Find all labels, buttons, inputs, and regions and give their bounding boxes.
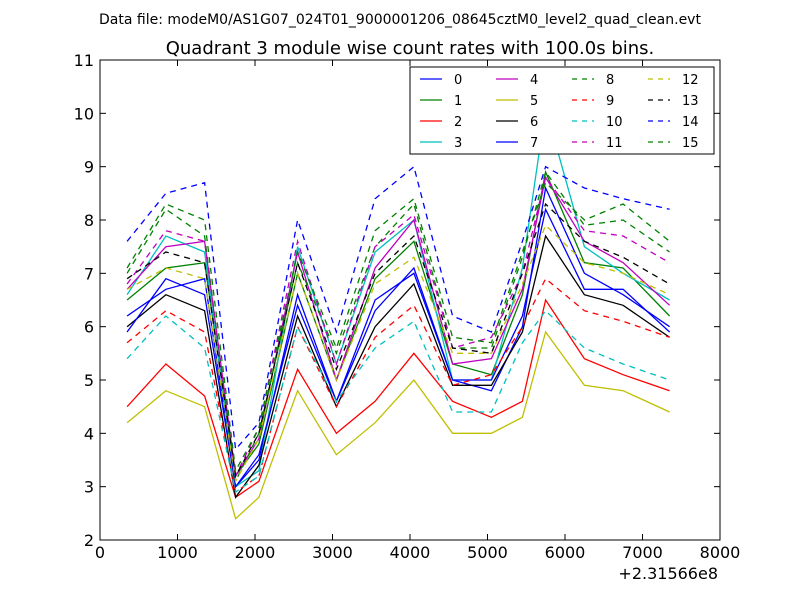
y-tick-label: 11 xyxy=(74,51,94,70)
x-tick-label: 4000 xyxy=(390,543,431,562)
legend-label-2: 2 xyxy=(454,115,462,130)
series-line-2 xyxy=(126,298,670,499)
chart-title: Quadrant 3 module wise count rates with … xyxy=(166,38,655,59)
legend-label-13: 13 xyxy=(682,94,699,109)
x-tick-label: 2000 xyxy=(235,543,276,562)
y-tick-label: 6 xyxy=(84,318,94,337)
y-tick-label: 4 xyxy=(84,424,94,443)
x-tick-label: 7000 xyxy=(622,543,663,562)
legend-label-4: 4 xyxy=(530,73,538,88)
x-tick-label: 6000 xyxy=(545,543,586,562)
y-tick-label: 8 xyxy=(84,211,94,230)
x-tick-label: 3000 xyxy=(312,543,353,562)
series-line-4 xyxy=(126,175,671,478)
y-tick-label: 3 xyxy=(84,478,94,497)
series-line-12 xyxy=(126,224,670,484)
legend-label-12: 12 xyxy=(682,73,699,88)
series-line-3 xyxy=(126,107,670,488)
axis-ticks: 0 1000 2000 3000 4000 5000 6000 7000 8000 2 3 4 5 6 7 8… xyxy=(74,51,741,562)
legend-label-3: 3 xyxy=(454,136,462,151)
series-line-6 xyxy=(126,234,670,499)
legend-label-8: 8 xyxy=(606,73,614,88)
plot-lines xyxy=(126,107,671,520)
x-offset-label: +2.31566e8 xyxy=(618,564,718,583)
legend-label-14: 14 xyxy=(682,115,699,130)
series-line-13 xyxy=(126,202,670,479)
series-line-10 xyxy=(126,309,670,494)
series-line-5 xyxy=(126,330,670,520)
figure-suptitle: Data file: modeM0/AS1G07_024T01_90000012… xyxy=(99,12,701,28)
legend-label-9: 9 xyxy=(606,94,614,109)
legend-label-6: 6 xyxy=(530,115,538,130)
x-tick-label: 8000 xyxy=(700,543,741,562)
x-tick-label: 0 xyxy=(95,543,105,562)
x-tick-label: 1000 xyxy=(157,543,198,562)
legend-label-0: 0 xyxy=(454,73,462,88)
x-tick-label: 5000 xyxy=(467,543,508,562)
y-tick-label: 2 xyxy=(84,531,94,550)
legend-label-5: 5 xyxy=(530,94,538,109)
y-tick-label: 10 xyxy=(74,104,94,123)
legend-label-7: 7 xyxy=(530,136,538,151)
legend-label-1: 1 xyxy=(454,94,462,109)
series-line-11 xyxy=(126,175,670,479)
y-tick-label: 5 xyxy=(84,371,94,390)
legend-label-15: 15 xyxy=(682,136,699,151)
series-line-15 xyxy=(126,181,671,473)
y-tick-label: 7 xyxy=(84,264,94,283)
series-line-7 xyxy=(126,207,671,489)
legend-box xyxy=(409,66,715,155)
legend-label-11: 11 xyxy=(606,136,623,151)
legend-label-10: 10 xyxy=(606,115,623,130)
y-tick-label: 9 xyxy=(84,158,94,177)
series-line-14 xyxy=(126,165,670,451)
